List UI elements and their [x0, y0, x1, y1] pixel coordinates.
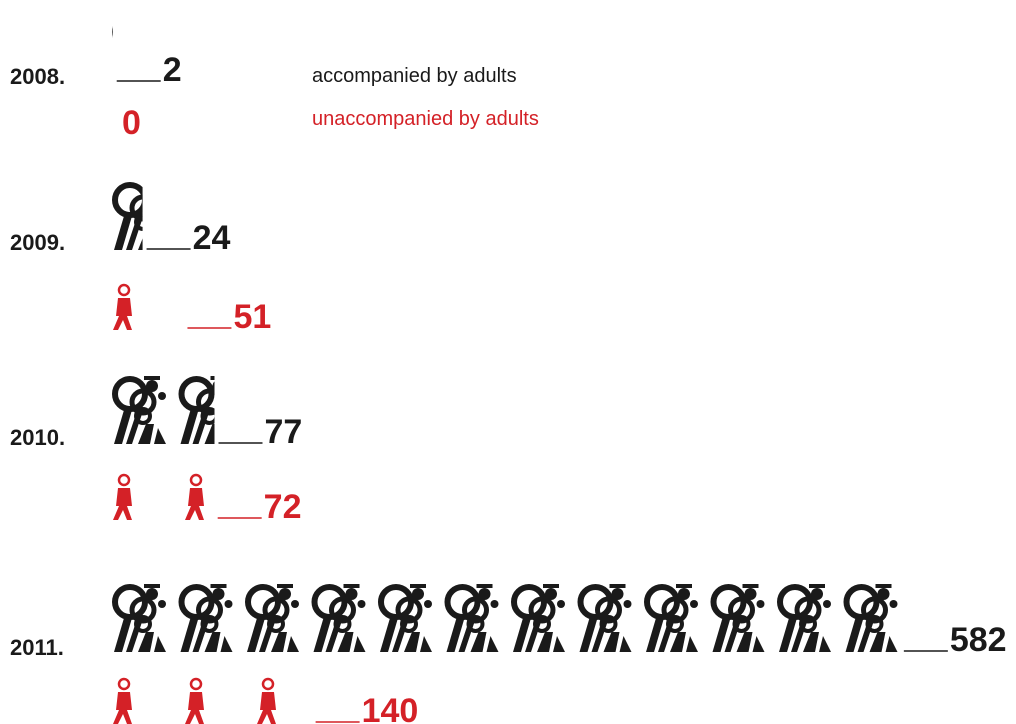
- value-label: 2: [163, 51, 182, 89]
- legend-entry: unaccompanied by adults: [312, 108, 539, 130]
- icon: [447, 584, 499, 652]
- icon: [185, 285, 204, 330]
- icon: [181, 584, 233, 652]
- icon-bar: [111, 473, 206, 522]
- year-label: 2008.: [10, 64, 65, 89]
- value-label: 77: [265, 413, 303, 451]
- value-label: 51: [233, 298, 271, 336]
- icon: [846, 584, 898, 652]
- icon: [114, 584, 166, 652]
- icon-bar: [114, 182, 166, 250]
- icon-bar: [111, 283, 204, 332]
- icon-bar: [114, 584, 898, 652]
- icon: [314, 584, 366, 652]
- icon: [183, 677, 206, 724]
- icon: [255, 677, 278, 724]
- year-label: 2010.: [10, 425, 65, 450]
- icon: [513, 584, 565, 652]
- value-label: 0: [122, 104, 141, 142]
- value-label: 72: [264, 488, 302, 526]
- year-label: 2011.: [10, 635, 64, 660]
- icon: [247, 584, 299, 652]
- icon: [779, 584, 831, 652]
- value-label: 582: [950, 621, 1007, 659]
- value-label: 24: [193, 219, 231, 257]
- icon: [646, 584, 698, 652]
- icon: [114, 182, 166, 250]
- icon-bar: [114, 376, 233, 444]
- legend-entry: accompanied by adults: [312, 65, 517, 87]
- icon: [183, 473, 206, 522]
- value-label: 140: [362, 692, 419, 724]
- icon-bar: [114, 14, 166, 82]
- icon: [114, 14, 166, 82]
- icon: [111, 283, 134, 332]
- icon: [111, 677, 134, 724]
- icon-bar: [111, 677, 278, 724]
- year-label: 2009.: [10, 230, 65, 255]
- icon: [114, 376, 166, 444]
- icon: [713, 584, 765, 652]
- icon: [380, 584, 432, 652]
- icon: [580, 584, 632, 652]
- icon: [181, 376, 233, 444]
- icon: [111, 473, 134, 522]
